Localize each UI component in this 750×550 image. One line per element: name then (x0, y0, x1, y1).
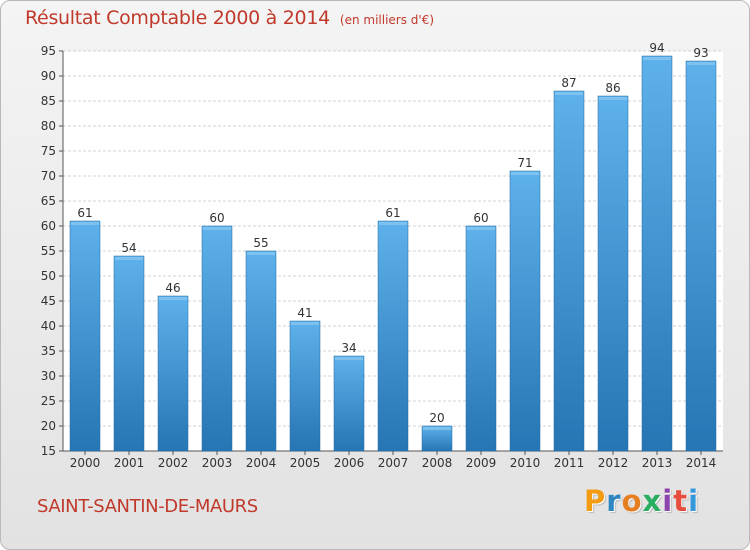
bar-highlight (555, 92, 583, 95)
bar-value-label: 93 (693, 46, 708, 60)
bar-highlight (467, 227, 495, 230)
y-tick-label: 75 (41, 144, 56, 158)
title-text: Résultat Comptable 2000 à 2014 (25, 7, 330, 29)
x-tick-label: 2008 (422, 456, 453, 470)
x-tick-label: 2012 (598, 456, 629, 470)
y-tick-label: 70 (41, 169, 56, 183)
x-tick-label: 2000 (70, 456, 101, 470)
y-tick-label: 15 (41, 444, 56, 458)
bar-highlight (203, 227, 231, 230)
x-tick-label: 2013 (642, 456, 673, 470)
bar-value-label: 71 (517, 156, 532, 170)
proxiti-logo: Proxiti (584, 487, 699, 516)
bar-2010 (509, 170, 541, 452)
bar-value-label: 60 (473, 211, 488, 225)
logo-letter: i (688, 484, 700, 518)
x-tick-label: 2010 (510, 456, 541, 470)
bar-2004 (245, 250, 277, 452)
bar-highlight (511, 172, 539, 175)
logo-letter: x (642, 484, 663, 518)
y-tick-label: 50 (41, 269, 56, 283)
bar-2014 (685, 60, 717, 452)
bar-2008 (421, 425, 453, 452)
logo-letter: P (584, 484, 607, 518)
x-tick-label: 2004 (246, 456, 277, 470)
bar-highlight (291, 322, 319, 325)
bar-value-label: 55 (253, 236, 268, 250)
x-tick-label: 2003 (202, 456, 233, 470)
bar-highlight (643, 57, 671, 60)
bar-2001 (113, 255, 145, 452)
x-tick-label: 2009 (466, 456, 497, 470)
bar-highlight (71, 222, 99, 225)
x-tick-label: 2014 (686, 456, 717, 470)
bar-value-label: 61 (77, 206, 92, 220)
logo-letter: i (662, 484, 674, 518)
bar-highlight (599, 97, 627, 100)
bar-2012 (597, 95, 629, 452)
y-tick-label: 20 (41, 419, 56, 433)
bar-value-label: 61 (385, 206, 400, 220)
bar-2007 (377, 220, 409, 452)
bar-highlight (335, 357, 363, 360)
y-tick-label: 80 (41, 119, 56, 133)
bar-2003 (201, 225, 233, 452)
x-tick-label: 2002 (158, 456, 189, 470)
y-tick-label: 85 (41, 94, 56, 108)
bar-highlight (687, 62, 715, 65)
bar-value-label: 20 (429, 411, 444, 425)
bar-value-label: 54 (121, 241, 136, 255)
bar-2006 (333, 355, 365, 452)
y-tick-label: 90 (41, 69, 56, 83)
y-tick-label: 65 (41, 194, 56, 208)
bar-highlight (159, 297, 187, 300)
bar-value-label: 34 (341, 341, 356, 355)
bar-highlight (423, 427, 451, 430)
y-tick-label: 40 (41, 319, 56, 333)
bar-value-label: 60 (209, 211, 224, 225)
logo-letter: o (621, 484, 643, 518)
bar-highlight (247, 252, 275, 255)
bar-2011 (553, 90, 585, 452)
bar-value-label: 41 (297, 306, 312, 320)
x-tick-label: 2007 (378, 456, 409, 470)
logo-letter: t (673, 484, 689, 518)
bar-highlight (379, 222, 407, 225)
y-tick-label: 55 (41, 244, 56, 258)
y-tick-label: 25 (41, 394, 56, 408)
y-tick-label: 45 (41, 294, 56, 308)
title-unit: (en milliers d'€) (339, 13, 435, 27)
y-tick-label: 95 (41, 44, 56, 58)
bar-value-label: 86 (605, 81, 620, 95)
bar-2000 (69, 220, 101, 452)
x-tick-label: 2011 (554, 456, 585, 470)
x-tick-label: 2006 (334, 456, 365, 470)
bar-value-label: 46 (165, 281, 180, 295)
bar-2005 (289, 320, 321, 452)
bar-2002 (157, 295, 189, 452)
bar-value-label: 94 (649, 41, 664, 55)
bar-2009 (465, 225, 497, 452)
bar-value-label: 87 (561, 76, 576, 90)
y-tick-label: 30 (41, 369, 56, 383)
x-tick-label: 2001 (114, 456, 145, 470)
bar-2013 (641, 55, 673, 452)
chart-title: Résultat Comptable 2000 à 2014 (en millie… (25, 7, 434, 29)
bar-highlight (115, 257, 143, 260)
y-tick-label: 60 (41, 219, 56, 233)
x-tick-label: 2005 (290, 456, 321, 470)
y-tick-label: 35 (41, 344, 56, 358)
logo-letter: r (606, 484, 622, 518)
commune-name: SAINT-SANTIN-DE-MAURS (37, 496, 258, 517)
